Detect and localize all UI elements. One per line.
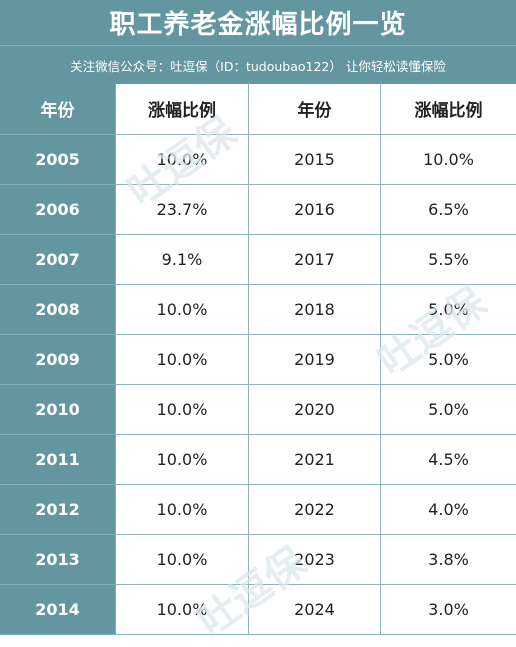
row-year-a: 2014 [0,585,116,635]
row-rate-a: 10.0% [116,585,249,635]
row-year-a: 2011 [0,435,116,485]
row-rate-b: 5.0% [381,285,516,335]
row-rate-a: 10.0% [116,535,249,585]
row-year-a: 2005 [0,135,116,185]
row-year-b: 2019 [249,335,381,385]
row-year-b: 2023 [249,535,381,585]
row-year-a: 2013 [0,535,116,585]
row-year-a: 2010 [0,385,116,435]
row-rate-b: 4.5% [381,435,516,485]
header-rate-a: 涨幅比例 [116,83,249,135]
row-year-b: 2020 [249,385,381,435]
header-rate-b: 涨幅比例 [381,83,516,135]
pension-increase-table: 年份 涨幅比例 年份 涨幅比例 2005 10.0% 2015 10.0% 20… [0,83,516,635]
row-rate-b: 5.0% [381,335,516,385]
row-rate-a: 10.0% [116,335,249,385]
page-title: 职工养老金涨幅比例一览 [0,0,516,45]
row-year-a: 2009 [0,335,116,385]
header-year-b: 年份 [249,83,381,135]
row-year-b: 2024 [249,585,381,635]
row-rate-b: 5.0% [381,385,516,435]
row-year-a: 2008 [0,285,116,335]
row-year-b: 2018 [249,285,381,335]
row-rate-a: 10.0% [116,135,249,185]
row-year-a: 2012 [0,485,116,535]
page-subtitle: 关注微信公众号：吐逗保（ID：tudoubao122） 让你轻松读懂保险 [0,45,516,84]
row-year-b: 2017 [249,235,381,285]
row-rate-a: 9.1% [116,235,249,285]
row-year-a: 2007 [0,235,116,285]
row-year-b: 2022 [249,485,381,535]
row-year-a: 2006 [0,185,116,235]
row-rate-a: 10.0% [116,285,249,335]
row-rate-b: 3.8% [381,535,516,585]
row-rate-a: 10.0% [116,435,249,485]
row-rate-b: 4.0% [381,485,516,535]
row-year-b: 2015 [249,135,381,185]
row-rate-a: 23.7% [116,185,249,235]
header-year-a: 年份 [0,83,116,135]
row-rate-b: 10.0% [381,135,516,185]
row-year-b: 2021 [249,435,381,485]
row-rate-b: 6.5% [381,185,516,235]
row-rate-b: 3.0% [381,585,516,635]
row-rate-a: 10.0% [116,485,249,535]
row-year-b: 2016 [249,185,381,235]
row-rate-a: 10.0% [116,385,249,435]
row-rate-b: 5.5% [381,235,516,285]
